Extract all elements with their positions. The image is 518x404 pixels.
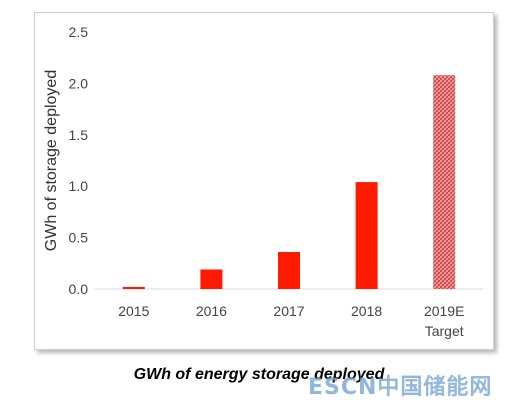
bar-chart: GWh of storage deployed 0.0 0.5 1.0 1.5 2.0 2… <box>43 24 483 339</box>
y-tick-label: 2.0 <box>69 75 89 91</box>
y-tick-label: 1.0 <box>69 178 89 194</box>
bar-2019E <box>433 75 456 289</box>
bar-2017 <box>278 251 300 289</box>
y-tick-label: 1.5 <box>69 127 89 143</box>
bar-2016 <box>200 269 223 289</box>
x-tick-label: 2016 <box>196 303 227 319</box>
chart-caption: GWh of energy storage deployed <box>133 366 385 383</box>
bar-2018 <box>355 182 378 289</box>
y-tick-label: 0.5 <box>69 230 89 246</box>
y-axis-label: GWh of storage deployed <box>43 70 60 251</box>
watermark-logo: ESCN中国储能网 <box>308 375 493 400</box>
x-tick-label: 2017 <box>273 303 304 319</box>
x-tick-label: 2015 <box>118 303 149 319</box>
x-tick-label: 2019E <box>424 303 464 319</box>
y-tick-label: 2.5 <box>69 24 89 40</box>
x-tick-label: 2018 <box>351 303 382 319</box>
chart-frame: GWh of storage deployed 0.0 0.5 1.0 1.5 2.0 2… <box>34 12 494 350</box>
y-tick-label: 0.0 <box>69 281 89 297</box>
x-tick-sublabel: Target <box>425 323 464 339</box>
bar-2015 <box>122 286 145 289</box>
